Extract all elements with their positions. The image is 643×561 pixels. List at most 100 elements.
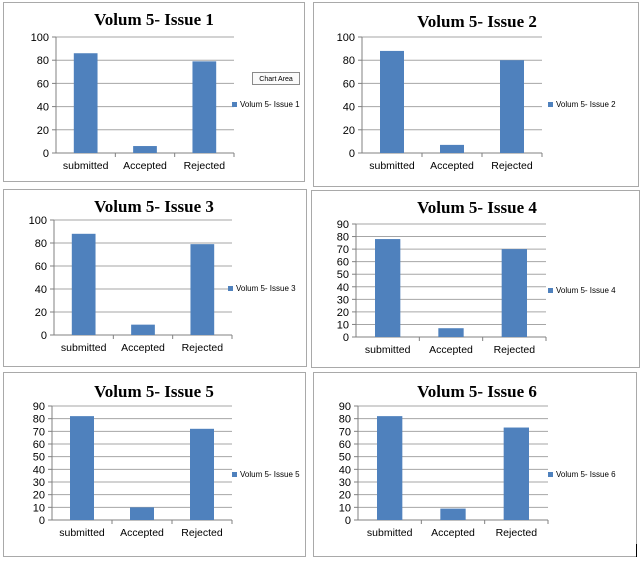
x-tick-label: Accepted bbox=[429, 344, 473, 356]
y-tick-label: 80 bbox=[37, 55, 49, 67]
chart-area-tooltip: Chart Area bbox=[252, 72, 300, 85]
y-tick-label: 60 bbox=[337, 257, 349, 269]
chart-title: Volum 5- Issue 1 bbox=[94, 10, 214, 29]
chart-issue-1: Volum 5- Issue 1 0 20 40 60 80 100 submitted Acc… bbox=[31, 10, 300, 172]
y-tick-label: 20 bbox=[33, 490, 45, 502]
chart-issue-2: Volum 5- Issue 2 0 20 40 60 80 100 submitted Acc… bbox=[337, 12, 616, 172]
x-tick-label: submitted bbox=[61, 342, 107, 354]
y-tick-label: 40 bbox=[33, 464, 45, 476]
y-tick-label: 90 bbox=[339, 401, 351, 413]
legend-swatch bbox=[232, 472, 237, 477]
chart-panel-issue-1: Volum 5- Issue 1 0 20 40 60 80 100 submitted Acc… bbox=[3, 2, 305, 182]
chart-title: Volum 5- Issue 4 bbox=[417, 198, 537, 217]
y-tick-label: 20 bbox=[35, 307, 47, 319]
legend-label: Volum 5- Issue 2 bbox=[556, 100, 616, 109]
bar-accepted bbox=[438, 328, 464, 337]
y-tick-label: 20 bbox=[37, 125, 49, 137]
chart-issue-3: Volum 5- Issue 3 0 20 40 60 80 100 submitted Acc… bbox=[29, 197, 296, 354]
y-tick-label: 0 bbox=[39, 515, 45, 527]
chart-panel-issue-2: Volum 5- Issue 2 0 20 40 60 80 100 submitted Acc… bbox=[313, 2, 639, 187]
y-tick-label: 20 bbox=[337, 307, 349, 319]
y-tick-label: 0 bbox=[343, 332, 349, 344]
chart-title: Volum 5- Issue 6 bbox=[417, 382, 537, 401]
y-tick-label: 10 bbox=[337, 319, 349, 331]
y-tick-label: 30 bbox=[33, 477, 45, 489]
bar-rejected bbox=[500, 60, 524, 154]
bar-accepted bbox=[133, 146, 157, 153]
y-tick-label: 70 bbox=[337, 244, 349, 256]
y-tick-label: 100 bbox=[29, 215, 47, 227]
x-tick-label: Rejected bbox=[184, 160, 226, 172]
y-tick-label: 90 bbox=[337, 219, 349, 231]
x-tick-label: submitted bbox=[367, 527, 413, 539]
y-tick-label: 10 bbox=[33, 502, 45, 514]
y-tick-label: 50 bbox=[337, 269, 349, 281]
x-tick-label: Accepted bbox=[120, 527, 164, 539]
bar-submitted bbox=[377, 416, 403, 520]
y-tick-label: 30 bbox=[339, 477, 351, 489]
y-tick-label: 70 bbox=[33, 426, 45, 438]
y-tick-label: 30 bbox=[337, 294, 349, 306]
y-tick-label: 70 bbox=[339, 426, 351, 438]
y-tick-label: 80 bbox=[339, 414, 351, 426]
chart-title: Volum 5- Issue 5 bbox=[94, 382, 214, 401]
y-tick-label: 50 bbox=[339, 452, 351, 464]
y-tick-label: 60 bbox=[33, 439, 45, 451]
x-tick-label: Rejected bbox=[181, 527, 223, 539]
y-tick-label: 0 bbox=[41, 330, 47, 342]
x-tick-label: Rejected bbox=[494, 344, 536, 356]
y-tick-label: 0 bbox=[43, 148, 49, 160]
bar-accepted bbox=[440, 508, 466, 520]
legend-swatch bbox=[548, 288, 553, 293]
legend-swatch bbox=[548, 472, 553, 477]
legend-swatch bbox=[548, 102, 553, 107]
x-tick-label: Accepted bbox=[121, 342, 165, 354]
y-tick-label: 60 bbox=[339, 439, 351, 451]
bar-submitted bbox=[71, 233, 96, 335]
legend-label: Volum 5- Issue 4 bbox=[556, 286, 616, 295]
bar-accepted bbox=[440, 144, 464, 153]
y-tick-label: 60 bbox=[37, 78, 49, 90]
x-tick-label: Accepted bbox=[431, 527, 475, 539]
x-tick-label: Rejected bbox=[491, 160, 533, 172]
y-tick-label: 40 bbox=[35, 284, 47, 296]
y-tick-label: 80 bbox=[343, 55, 355, 67]
y-tick-label: 90 bbox=[33, 401, 45, 413]
bar-rejected bbox=[192, 61, 217, 153]
x-tick-label: submitted bbox=[369, 160, 415, 172]
bar-submitted bbox=[70, 416, 94, 520]
text-cursor bbox=[636, 544, 637, 557]
legend-swatch bbox=[232, 102, 237, 107]
y-tick-label: 60 bbox=[35, 261, 47, 273]
chart-panel-issue-5: Volum 5- Issue 5 0 10 20 30 40 50 60 70 80 90 submi… bbox=[3, 372, 306, 557]
chart-panel-issue-6: Volum 5- Issue 6 0 10 20 30 40 50 60 70 80 90 submi… bbox=[313, 372, 637, 557]
y-tick-label: 80 bbox=[33, 414, 45, 426]
bar-submitted bbox=[375, 239, 401, 337]
legend-label: Volum 5- Issue 5 bbox=[240, 470, 300, 479]
chart-title: Volum 5- Issue 3 bbox=[94, 197, 214, 216]
legend-label: Volum 5- Issue 3 bbox=[236, 284, 296, 293]
bar-submitted bbox=[73, 53, 98, 153]
bar-rejected bbox=[190, 428, 214, 520]
y-tick-label: 0 bbox=[345, 515, 351, 527]
chart-panel-issue-3: Volum 5- Issue 3 0 20 40 60 80 100 submitted Acc… bbox=[3, 189, 307, 367]
bar-rejected bbox=[501, 249, 527, 337]
legend-swatch bbox=[228, 286, 233, 291]
x-tick-label: Accepted bbox=[430, 160, 474, 172]
y-tick-label: 0 bbox=[349, 148, 355, 160]
legend-label: Volum 5- Issue 6 bbox=[556, 470, 616, 479]
y-tick-label: 40 bbox=[37, 102, 49, 114]
y-tick-label: 50 bbox=[33, 452, 45, 464]
x-tick-label: Rejected bbox=[182, 342, 224, 354]
x-tick-label: submitted bbox=[63, 160, 109, 172]
bar-accepted bbox=[130, 507, 154, 520]
bar-rejected bbox=[503, 427, 529, 520]
x-tick-label: Rejected bbox=[496, 527, 538, 539]
y-tick-label: 20 bbox=[343, 125, 355, 137]
bar-accepted bbox=[131, 324, 155, 335]
chart-title: Volum 5- Issue 2 bbox=[417, 12, 537, 31]
y-tick-label: 40 bbox=[337, 282, 349, 294]
bar-submitted bbox=[380, 50, 404, 153]
